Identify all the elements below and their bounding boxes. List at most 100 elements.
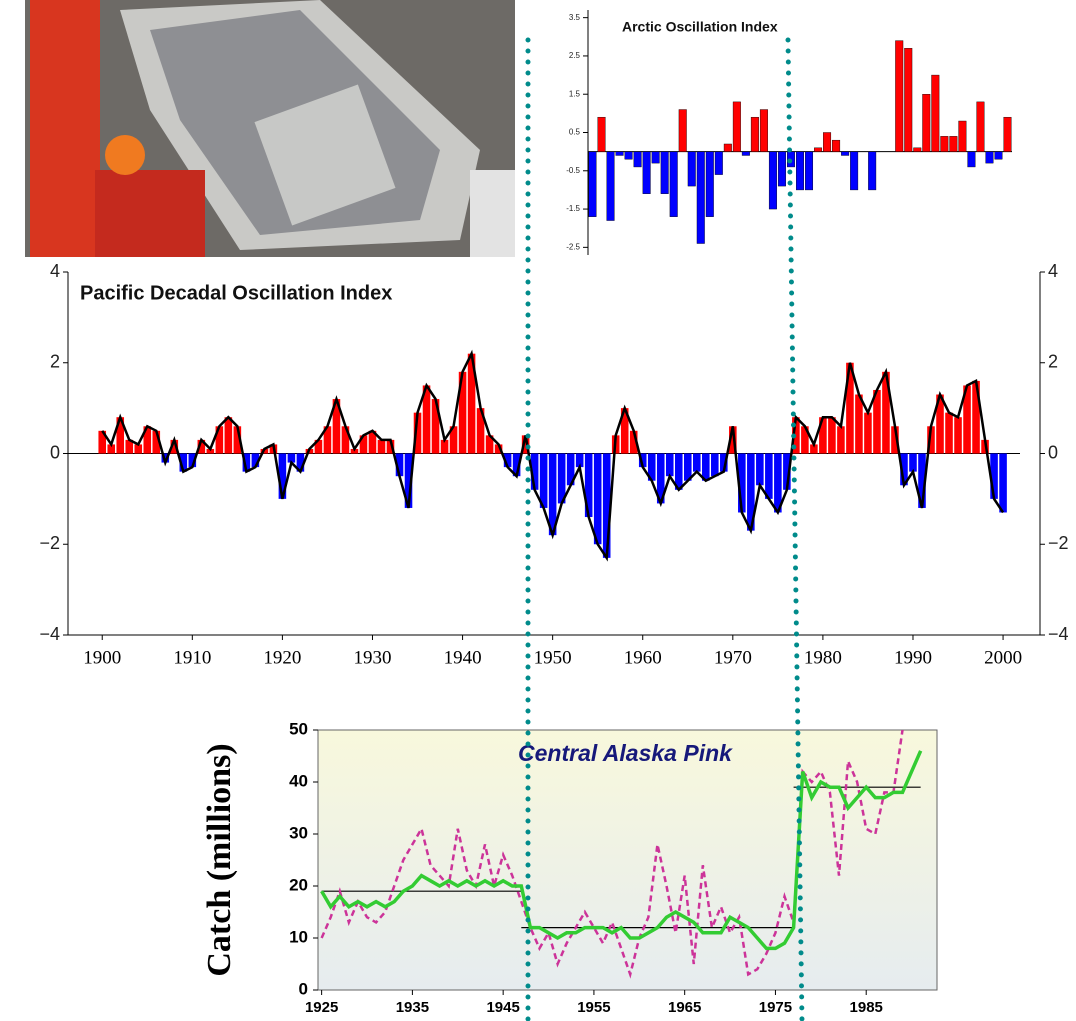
bar — [990, 453, 998, 499]
bar — [485, 435, 494, 454]
bar — [377, 439, 386, 454]
bar — [629, 430, 638, 454]
x-tick-label: 1990 — [894, 647, 932, 668]
bar — [936, 394, 944, 454]
bar — [170, 439, 179, 454]
bar — [602, 453, 611, 558]
bar — [233, 426, 242, 454]
y-tick-label: 4 — [50, 261, 60, 281]
bar — [819, 417, 827, 454]
x-tick-label: 1955 — [577, 999, 610, 1016]
bar — [341, 426, 350, 454]
bar — [251, 453, 260, 468]
bar — [242, 453, 251, 472]
bar — [296, 453, 305, 472]
y-tick-label: 30 — [289, 823, 308, 842]
x-tick-label: 1950 — [534, 647, 572, 668]
bar — [702, 453, 710, 481]
bar — [864, 412, 872, 454]
y-tick-label: 0 — [50, 442, 60, 462]
bar — [638, 453, 647, 468]
bar — [841, 151, 850, 156]
bar — [512, 453, 521, 477]
bar — [687, 151, 696, 187]
bar — [476, 408, 485, 454]
bar — [945, 412, 953, 454]
x-tick-label: 1970 — [714, 647, 752, 668]
bar — [125, 439, 134, 454]
regime-lines — [525, 37, 805, 1021]
bar — [832, 139, 841, 152]
x-tick-label: 1980 — [804, 647, 842, 668]
bar — [837, 426, 845, 454]
bar — [985, 151, 994, 164]
bar — [963, 385, 971, 454]
bar — [467, 353, 476, 454]
bar — [665, 453, 674, 477]
bar — [999, 453, 1007, 513]
bar — [1003, 116, 1012, 152]
bar — [927, 426, 935, 454]
y-tick-label: 20 — [289, 875, 308, 894]
bar — [729, 426, 737, 454]
bar — [949, 136, 958, 152]
bar — [179, 453, 188, 472]
bar — [287, 453, 296, 463]
bar — [850, 151, 859, 191]
y-tick-label: 0.5 — [569, 128, 581, 137]
bar — [805, 151, 814, 191]
x-tick-label: 1935 — [396, 999, 429, 1016]
y-axis-label: Catch (millions) — [201, 743, 238, 976]
bar — [368, 430, 377, 454]
chart-title: Central Alaska Pink — [518, 740, 733, 766]
bar — [624, 151, 633, 160]
bar — [440, 439, 449, 454]
bar — [539, 453, 548, 508]
bar — [796, 151, 804, 191]
y-tick-label: −2 — [39, 533, 60, 553]
bar — [548, 453, 557, 536]
y-tick-label: 2 — [50, 352, 60, 372]
y-tick-label: 3.5 — [569, 13, 581, 22]
bar — [314, 439, 323, 454]
bar — [642, 151, 651, 194]
bar — [206, 448, 215, 454]
bar — [783, 453, 791, 490]
y-tick-label: 40 — [289, 771, 308, 790]
index-line — [101, 349, 1005, 562]
bar — [747, 453, 755, 531]
bar — [323, 426, 332, 454]
chart-title: Arctic Oscillation Index — [622, 19, 778, 35]
y2-tick-label: −4 — [1048, 624, 1069, 644]
bar — [669, 151, 678, 217]
bar — [756, 453, 764, 486]
y-tick-label: 2.5 — [569, 51, 581, 60]
bar — [215, 426, 224, 454]
bar — [197, 439, 206, 454]
bar — [606, 151, 615, 221]
y-tick-label: -1.5 — [566, 204, 580, 213]
bar — [530, 453, 539, 490]
y2-tick-label: 4 — [1048, 261, 1058, 281]
bar — [696, 151, 705, 244]
bar — [359, 435, 368, 454]
bar — [918, 453, 926, 508]
y-tick-label: -2.5 — [566, 242, 580, 251]
x-tick-label: 1985 — [850, 999, 883, 1016]
x-tick-label: 1925 — [305, 999, 338, 1016]
plot-area — [317, 729, 938, 991]
bar — [810, 444, 818, 454]
x-tick-label: 1930 — [353, 647, 391, 668]
bar — [134, 444, 143, 454]
bar — [895, 40, 904, 152]
bar — [823, 132, 832, 152]
bar — [107, 444, 116, 454]
y-tick-label: 0 — [299, 979, 308, 998]
bar — [683, 453, 692, 481]
bar — [449, 426, 458, 454]
bar — [814, 147, 823, 152]
bar — [705, 151, 714, 217]
y-tick-label: −4 — [39, 624, 60, 644]
bar — [152, 430, 161, 454]
